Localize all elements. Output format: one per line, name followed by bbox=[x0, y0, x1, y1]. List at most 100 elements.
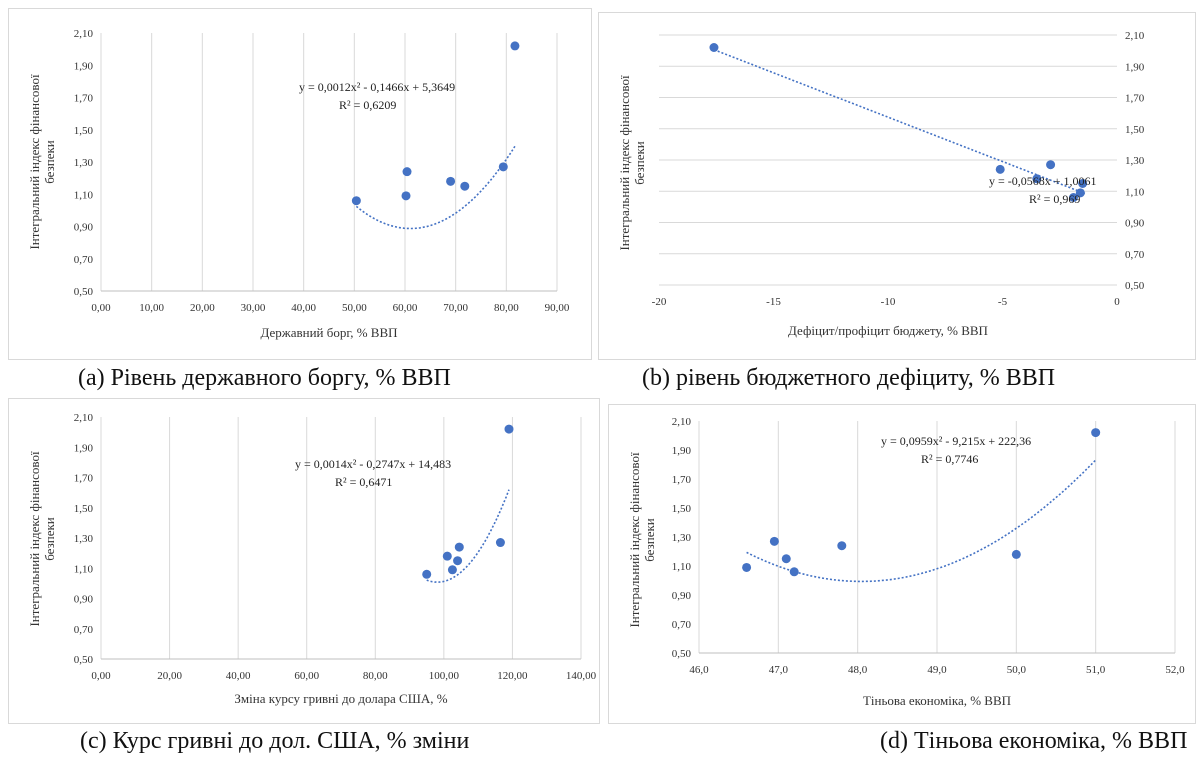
x-tick-label: 60,00 bbox=[294, 670, 319, 682]
x-tick-label: 60,00 bbox=[393, 302, 418, 314]
data-point bbox=[1011, 549, 1021, 559]
data-point bbox=[510, 41, 520, 51]
x-tick-label: 120,00 bbox=[497, 670, 528, 682]
y-tick-label: 1,10 bbox=[74, 563, 94, 575]
y-tick-label: 0,70 bbox=[74, 624, 94, 636]
trendline-equation: y = 0,0012x² - 0,1466x + 5,3649 bbox=[299, 80, 455, 94]
x-axis-label: Зміна курсу гривні до долара США, % bbox=[234, 691, 447, 706]
chart-a-svg: 0,50 0,70 0,90 1,10 1,30 1,50 1,70 1,90 2,10 0,00… bbox=[27, 28, 570, 340]
y-tick-label: 0,90 bbox=[74, 594, 94, 606]
y-tick-label: 0,70 bbox=[74, 254, 94, 266]
trendline-equation: y = 0,0014x² - 0,2747x + 14,483 bbox=[295, 457, 451, 471]
data-point bbox=[769, 536, 779, 546]
x-axis-label: Державний борг, % ВВП bbox=[260, 325, 397, 340]
x-tick-label: -20 bbox=[652, 296, 667, 308]
x-tick-label: 48,0 bbox=[848, 664, 868, 676]
x-axis-label: Тіньова економіка, % ВВП bbox=[863, 693, 1011, 708]
chart-panel-d: 0,50 0,70 0,90 1,10 1,30 1,50 1,70 1,90 2,10 46,0… bbox=[608, 404, 1196, 724]
data-point bbox=[1091, 428, 1101, 438]
trendline bbox=[355, 145, 516, 230]
data-point bbox=[709, 43, 719, 52]
r-squared-label: R² = 0,969 bbox=[1029, 192, 1080, 206]
y-tick-label: 0,90 bbox=[1125, 218, 1145, 230]
x-tick-label: 50,0 bbox=[1007, 664, 1027, 676]
y-tick-label: 1,90 bbox=[74, 442, 94, 454]
y-tick-label: 0,50 bbox=[74, 286, 94, 298]
x-tick-label: 51,0 bbox=[1086, 664, 1106, 676]
x-tick-label: 10,00 bbox=[139, 302, 164, 314]
data-point bbox=[422, 569, 432, 579]
data-point bbox=[1032, 174, 1042, 184]
y-tick-label: 0,50 bbox=[672, 648, 692, 660]
x-tick-label: 0,00 bbox=[91, 302, 111, 314]
x-tick-label: 0 bbox=[1114, 296, 1120, 308]
y-tick-label: 1,50 bbox=[74, 125, 94, 137]
data-point bbox=[460, 181, 470, 191]
data-point bbox=[789, 567, 799, 577]
y-tick-label: 1,10 bbox=[672, 561, 692, 573]
data-point bbox=[498, 162, 508, 172]
y-axis-label: Інтегральний індекс фінансовоїбезпеки bbox=[627, 452, 657, 627]
trendline-equation: y = 0,0959x² - 9,215x + 222,36 bbox=[881, 434, 1031, 448]
y-tick-label: 0,50 bbox=[1125, 280, 1145, 292]
data-point bbox=[402, 167, 412, 177]
y-tick-label: 1,50 bbox=[74, 503, 94, 515]
y-tick-label: 1,70 bbox=[1125, 93, 1145, 105]
r-squared-label: R² = 0,6209 bbox=[339, 98, 396, 112]
data-point bbox=[1068, 193, 1078, 202]
x-tick-label: -10 bbox=[881, 296, 896, 308]
y-tick-label: 1,10 bbox=[74, 189, 94, 201]
chart-panel-b: 0,50 0,70 0,90 1,10 1,30 1,50 1,70 1,90 2,10 -20 -… bbox=[598, 12, 1196, 360]
data-point bbox=[1078, 178, 1088, 188]
y-tick-label: 1,70 bbox=[74, 93, 94, 105]
y-tick-label: 1,30 bbox=[672, 532, 692, 544]
y-tick-label: 2,10 bbox=[74, 412, 94, 424]
x-tick-label: 20,00 bbox=[190, 302, 215, 314]
y-tick-label: 1,70 bbox=[672, 474, 692, 486]
y-tick-label: 1,50 bbox=[672, 503, 692, 515]
x-tick-label: -5 bbox=[998, 296, 1008, 308]
data-point bbox=[837, 541, 847, 551]
x-tick-label: 80,00 bbox=[363, 670, 388, 682]
caption-a: (a) Рівень державного боргу, % ВВП bbox=[78, 365, 451, 391]
y-tick-label: 1,30 bbox=[74, 157, 94, 169]
data-point bbox=[401, 191, 411, 201]
y-tick-label: 1,90 bbox=[1125, 61, 1145, 73]
trendline-equation: y = -0,0568x + 1,0061 bbox=[989, 174, 1097, 188]
data-point bbox=[453, 556, 463, 566]
data-point bbox=[1046, 160, 1056, 170]
chart-d-svg: 0,50 0,70 0,90 1,10 1,30 1,50 1,70 1,90 2,10 46,0… bbox=[627, 416, 1185, 708]
y-tick-label: 0,90 bbox=[74, 222, 94, 234]
y-tick-label: 1,90 bbox=[672, 445, 692, 457]
y-tick-label: 0,70 bbox=[672, 619, 692, 631]
x-tick-label: 52,0 bbox=[1165, 664, 1185, 676]
x-tick-label: 0,00 bbox=[91, 670, 111, 682]
x-tick-label: 49,0 bbox=[927, 664, 947, 676]
x-tick-label: 40,00 bbox=[226, 670, 251, 682]
data-point bbox=[495, 538, 505, 548]
y-axis-label: Інтегральний індекс фінансовоїбезпеки bbox=[27, 74, 57, 249]
x-tick-label: 140,00 bbox=[566, 670, 597, 682]
data-point bbox=[504, 424, 514, 434]
y-tick-label: 0,50 bbox=[74, 654, 94, 666]
x-tick-label: 20,00 bbox=[157, 670, 182, 682]
x-tick-label: 40,00 bbox=[291, 302, 316, 314]
y-tick-label: 2,10 bbox=[672, 416, 692, 428]
x-tick-label: 80,00 bbox=[494, 302, 519, 314]
y-tick-label: 2,10 bbox=[1125, 30, 1145, 42]
data-point bbox=[446, 176, 456, 186]
r-squared-label: R² = 0,6471 bbox=[335, 475, 392, 489]
y-tick-label: 1,90 bbox=[74, 60, 94, 72]
trendline bbox=[713, 48, 1086, 195]
data-point bbox=[351, 196, 361, 206]
y-tick-label: 1,30 bbox=[1125, 155, 1145, 167]
chart-c-svg: 0,50 0,70 0,90 1,10 1,30 1,50 1,70 1,90 2,10 0,00… bbox=[27, 412, 597, 706]
y-tick-label: 1,50 bbox=[1125, 124, 1145, 136]
y-axis-label: Інтегральний індекс фінансовоїбезпеки bbox=[617, 75, 647, 250]
x-tick-label: 90,00 bbox=[545, 302, 570, 314]
chart-panel-a: 0,50 0,70 0,90 1,10 1,30 1,50 1,70 1,90 2,10 0,00… bbox=[8, 8, 592, 360]
data-point bbox=[781, 554, 791, 564]
trendline bbox=[426, 489, 510, 584]
chart-panel-c: 0,50 0,70 0,90 1,10 1,30 1,50 1,70 1,90 2,10 0,00… bbox=[8, 398, 600, 724]
y-tick-label: 1,30 bbox=[74, 533, 94, 545]
